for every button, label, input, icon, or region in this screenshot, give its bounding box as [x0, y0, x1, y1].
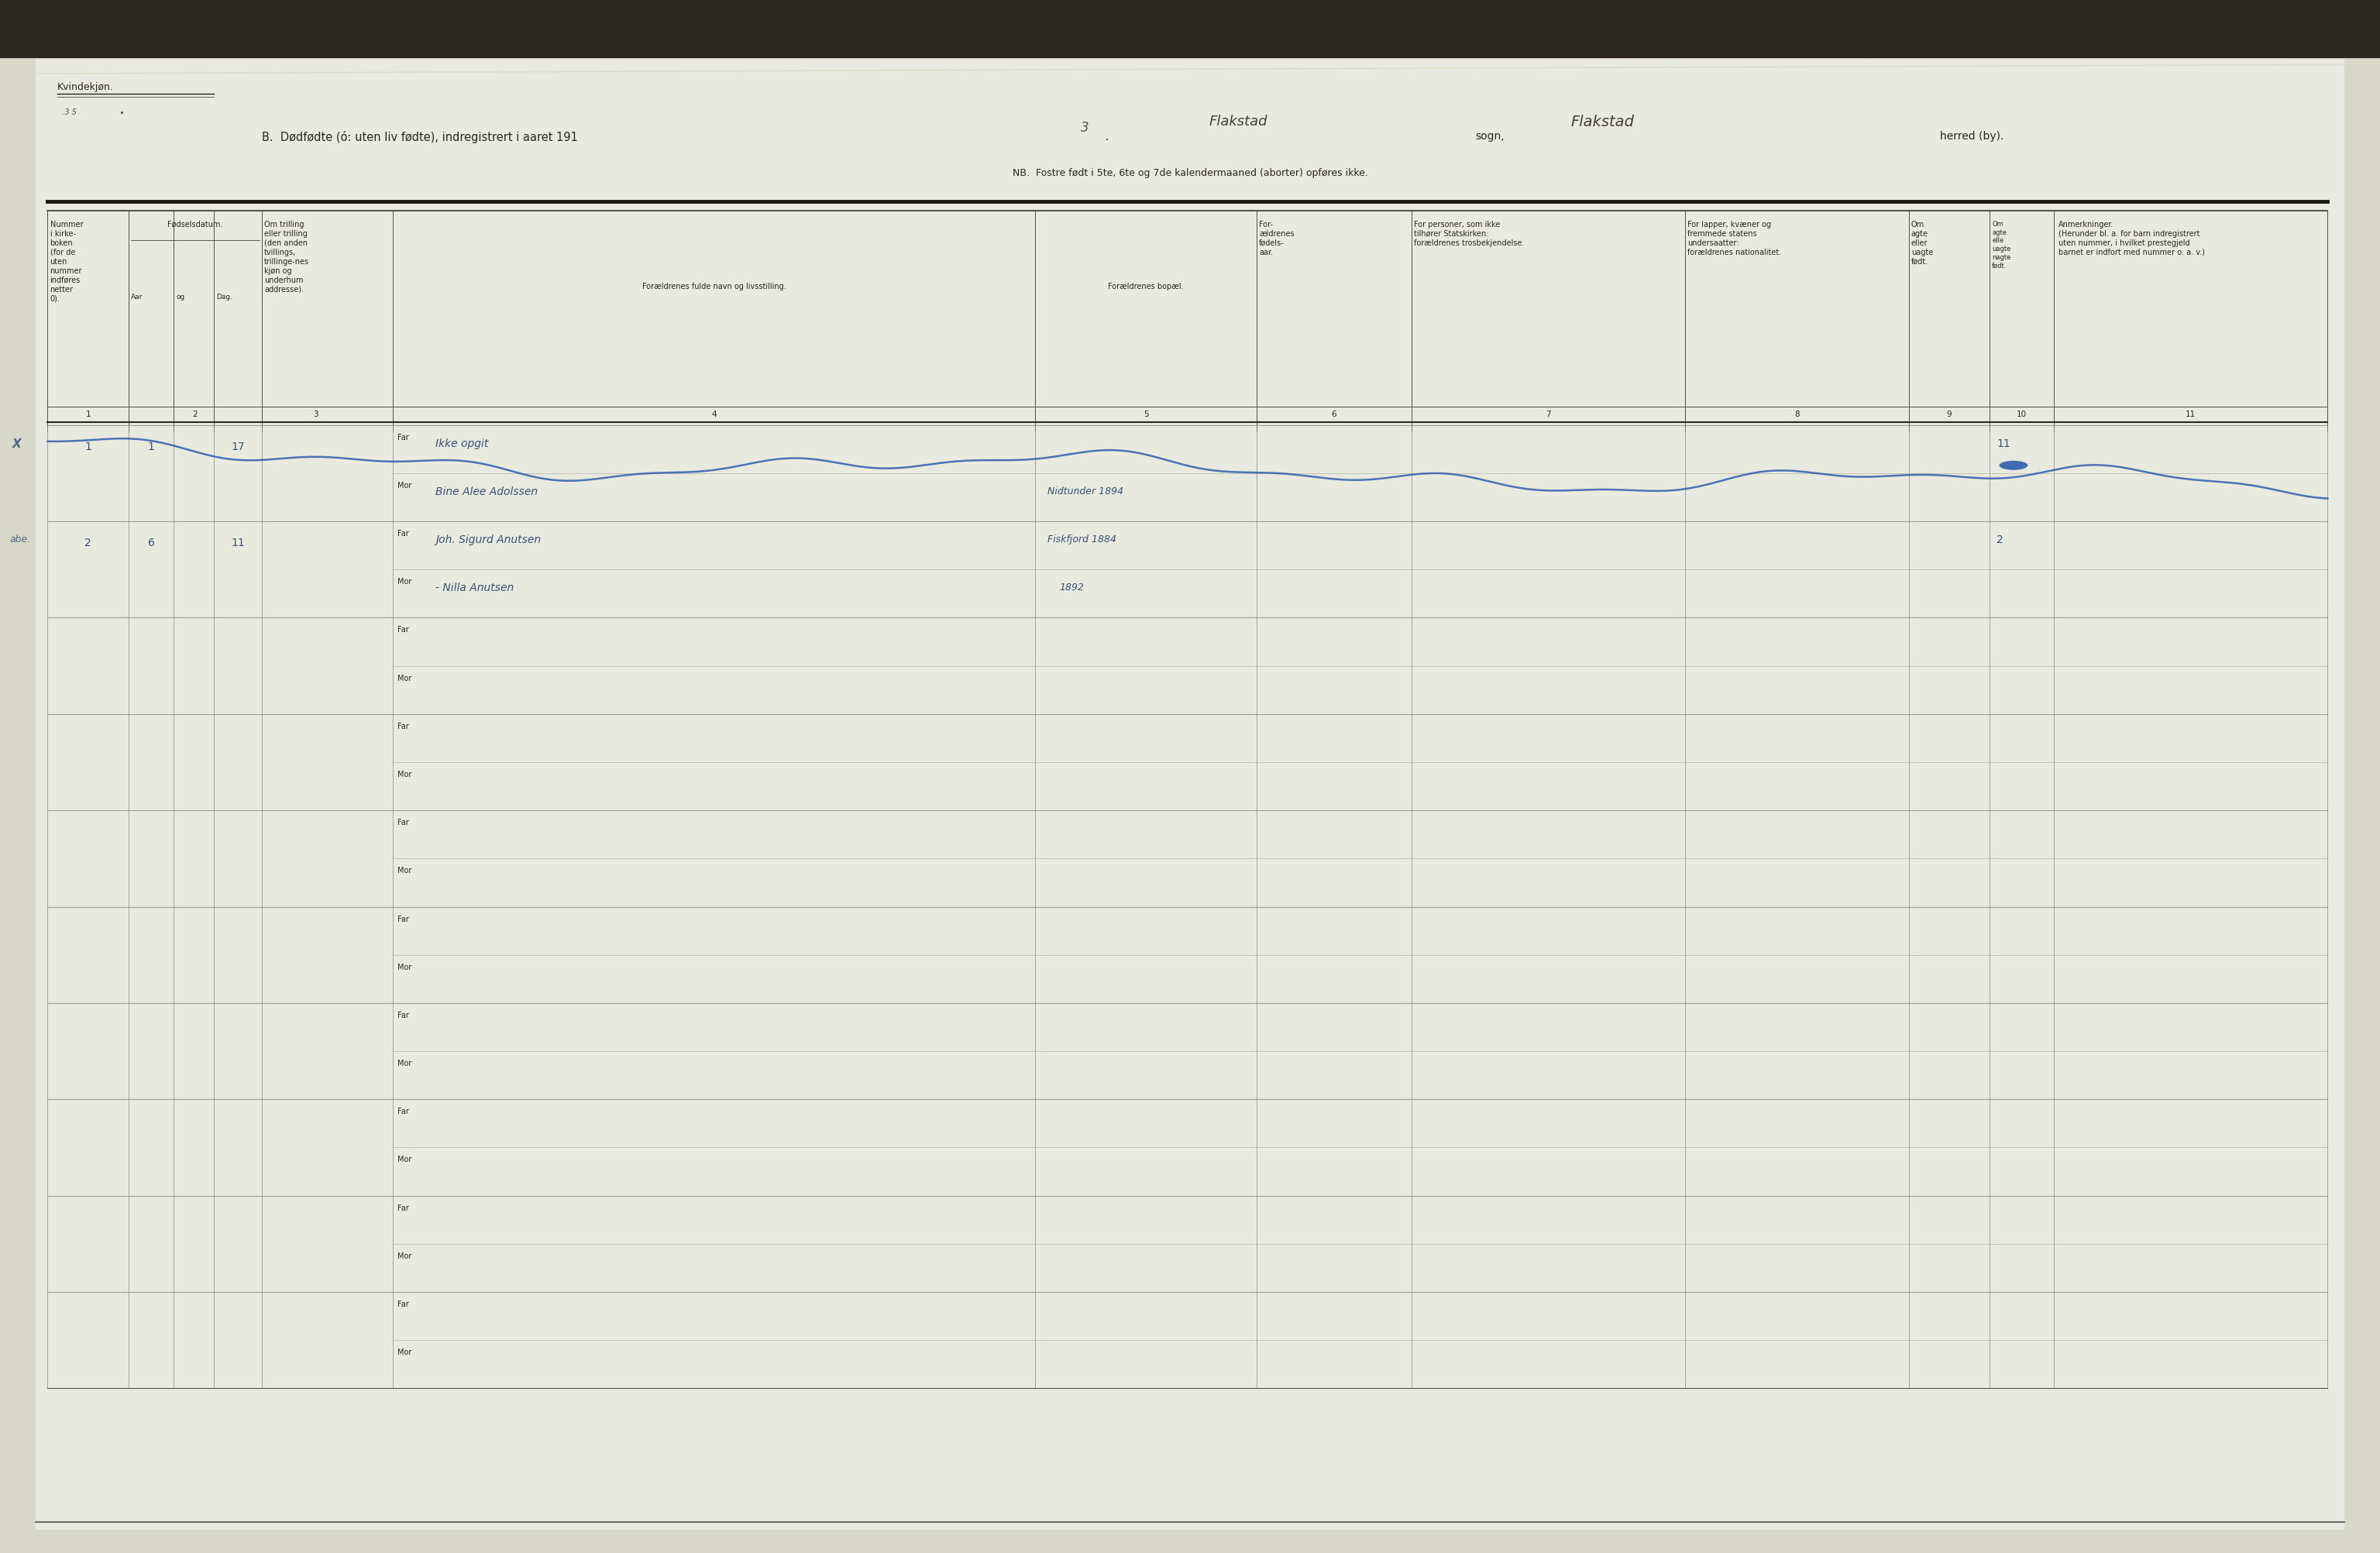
Text: Mor: Mor [397, 867, 412, 874]
Text: Mor: Mor [397, 578, 412, 585]
Text: Far: Far [397, 1300, 409, 1308]
Text: ∙: ∙ [119, 109, 124, 116]
Text: 17: 17 [231, 441, 245, 452]
Text: Fiskfjord 1884: Fiskfjord 1884 [1047, 534, 1116, 544]
Text: Far: Far [397, 915, 409, 922]
Bar [0, 0, 2380, 59]
Text: Far: Far [397, 1204, 409, 1211]
Text: Mor: Mor [397, 674, 412, 682]
Text: 11: 11 [2185, 410, 2197, 418]
Text: Nidtunder 1894: Nidtunder 1894 [1047, 486, 1123, 495]
Text: Mor: Mor [397, 1059, 412, 1067]
Text: For personer, som ikke
tilhører Statskirken:
forældrenes trosbekjendelse.: For personer, som ikke tilhører Statskir… [1414, 221, 1523, 247]
Text: sogn,: sogn, [1476, 130, 1504, 141]
Text: Mor: Mor [397, 481, 412, 489]
Text: .: . [1102, 130, 1109, 141]
Text: 9: 9 [1947, 410, 1952, 418]
Text: 1: 1 [148, 441, 155, 452]
Text: Anmerkninger.
(Herunder bl. a. for barn indregistrert
uten nummer, i hvilket pre: Anmerkninger. (Herunder bl. a. for barn … [2059, 221, 2206, 256]
Text: Forældrenes bopæl.: Forældrenes bopæl. [1109, 283, 1183, 290]
Text: Om
agte
elle
uagte
nagte
født.: Om agte elle uagte nagte født. [1992, 221, 2011, 269]
Text: Dag.: Dag. [217, 294, 233, 300]
Text: Fødselsdatum.: Fødselsdatum. [167, 221, 224, 228]
Text: Bine Alee Adolssen: Bine Alee Adolssen [436, 486, 538, 497]
Text: For-
ældrenes
fødels-
aar.: For- ældrenes fødels- aar. [1259, 221, 1295, 256]
Text: 1892: 1892 [1059, 582, 1083, 592]
Text: Mor: Mor [397, 1155, 412, 1163]
Text: - Nilla Anutsen: - Nilla Anutsen [436, 582, 514, 593]
Text: 2: 2 [86, 537, 90, 548]
Text: Om trilling
eller trilling
(den anden
tvillings,
trillinge-nes
kjøn og
underhum
: Om trilling eller trilling (den anden tv… [264, 221, 309, 294]
Text: B.  Dødfødte (ó: uten liv fødte), indregistrert i aaret 191: B. Dødfødte (ó: uten liv fødte), indregi… [262, 130, 578, 143]
Text: Om
agte
eller
uagte
født.: Om agte eller uagte født. [1911, 221, 1933, 266]
Text: Forældrenes fulde navn og livsstilling.: Forældrenes fulde navn og livsstilling. [643, 283, 785, 290]
Text: .3 5: .3 5 [57, 109, 76, 116]
Text: Nummer
i kirke-
boken
(for de
uten
nummer
indføres
netter
0).: Nummer i kirke- boken (for de uten numme… [50, 221, 83, 303]
Text: Far: Far [397, 433, 409, 441]
Text: X: X [12, 438, 21, 449]
Text: Ikke opgit: Ikke opgit [436, 438, 488, 449]
Text: For lapper, kvæner og
fremmede statens
undersaatter:
forældrenes nationalitet.: For lapper, kvæner og fremmede statens u… [1687, 221, 1780, 256]
Text: Mor: Mor [397, 1252, 412, 1259]
Text: Mor: Mor [397, 1348, 412, 1356]
Text: Kvindekjøn.: Kvindekjøn. [57, 82, 114, 92]
Text: 3: 3 [1081, 121, 1088, 135]
Text: 6: 6 [1330, 410, 1338, 418]
Text: 3: 3 [312, 410, 319, 418]
Text: Mor: Mor [397, 963, 412, 971]
Text: NB.  Fostre født i 5te, 6te og 7de kalendermaaned (aborter) opføres ikke.: NB. Fostre født i 5te, 6te og 7de kalend… [1012, 168, 1368, 177]
Text: Far: Far [397, 626, 409, 634]
Text: og: og [176, 294, 186, 300]
Text: Far: Far [397, 722, 409, 730]
Text: 5: 5 [1142, 410, 1150, 418]
Text: 2: 2 [1997, 534, 2004, 545]
Text: 11: 11 [231, 537, 245, 548]
Text: Mor: Mor [397, 770, 412, 778]
Text: Joh. Sigurd Anutsen: Joh. Sigurd Anutsen [436, 534, 540, 545]
Text: Aar: Aar [131, 294, 143, 300]
Text: 11: 11 [1997, 438, 2011, 449]
Text: 1: 1 [86, 410, 90, 418]
Text: abe.: abe. [10, 534, 31, 544]
Text: 10: 10 [2016, 410, 2028, 418]
Text: 8: 8 [1795, 410, 1799, 418]
Text: 7: 7 [1545, 410, 1552, 418]
Text: Far: Far [397, 1107, 409, 1115]
Text: Flakstad: Flakstad [1209, 115, 1269, 129]
Text: Far: Far [397, 1011, 409, 1019]
Text: Far: Far [397, 530, 409, 537]
Text: 2: 2 [193, 410, 198, 418]
Text: Flakstad: Flakstad [1571, 115, 1635, 129]
Ellipse shape [1999, 461, 2028, 471]
Text: 1: 1 [86, 441, 90, 452]
Text: Far: Far [397, 818, 409, 826]
Text: 4: 4 [712, 410, 716, 418]
Text: 6: 6 [148, 537, 155, 548]
Text: herred (by).: herred (by). [1940, 130, 2004, 141]
